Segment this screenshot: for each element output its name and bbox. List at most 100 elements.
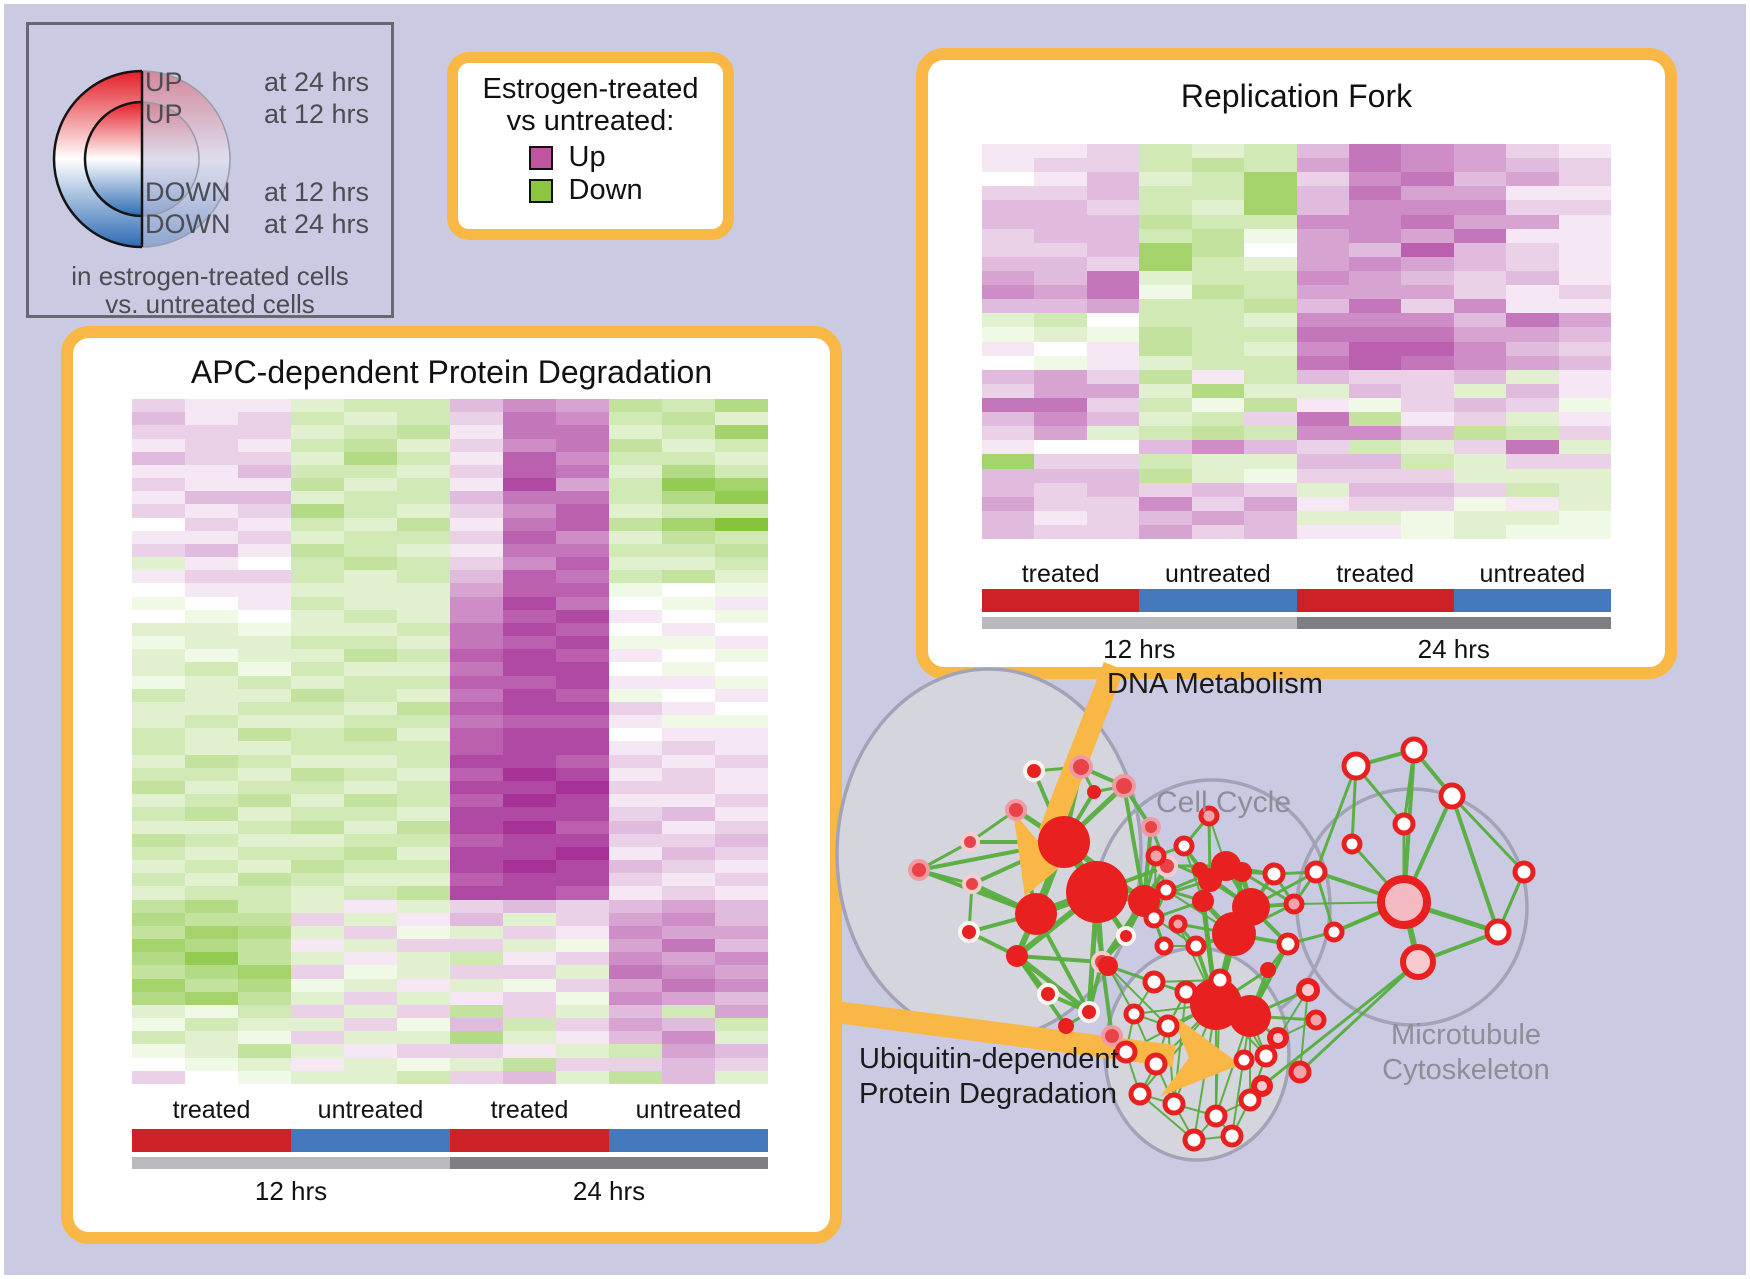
heatmap-cell (238, 451, 291, 465)
heatmap-cell (450, 491, 503, 505)
heatmap-cell (662, 504, 715, 518)
heatmap-cell (1139, 426, 1192, 441)
network-edge (1213, 933, 1237, 1005)
network-edge (1015, 954, 1068, 1028)
heatmap-cell (662, 873, 715, 887)
network-edge (1125, 1051, 1141, 1095)
heatmap-cell (397, 794, 450, 808)
network-edge (918, 840, 971, 872)
network-edge (1155, 1025, 1169, 1065)
heatmap-cell (132, 965, 185, 979)
heatmap-cell (662, 609, 715, 623)
heatmap-cell (344, 741, 397, 755)
heatmap-cell (503, 899, 556, 913)
network-edge (1182, 815, 1211, 847)
heatmap-cell (1558, 482, 1612, 497)
heatmap-cell (1191, 440, 1245, 455)
heatmap-cell (1244, 383, 1297, 398)
heatmap-cell (450, 741, 503, 755)
network-node (1276, 932, 1300, 956)
heatmap-cell (1401, 327, 1454, 342)
heatmap-cell (291, 767, 344, 781)
network-node (1145, 845, 1167, 867)
heatmap-cell (982, 158, 1035, 173)
heatmap-cell (238, 886, 291, 900)
network-edge (1241, 870, 1295, 906)
network-edge (1215, 1015, 1251, 1117)
heatmap-cell (1296, 468, 1349, 483)
heatmap-cell (344, 925, 397, 940)
network-edge (1450, 795, 1500, 933)
heatmap-cell (715, 794, 768, 808)
heatmap-cell (238, 1004, 291, 1019)
heatmap-cell (397, 807, 450, 821)
heatmap-cell (1296, 454, 1349, 469)
network-node (1283, 893, 1305, 915)
heatmap-cell (1086, 186, 1140, 201)
network-edge (1094, 891, 1105, 963)
heatmap-cell (1244, 186, 1297, 201)
network-edge (1015, 954, 1091, 1014)
heatmap-cell (1086, 454, 1140, 469)
heatmap-cell (982, 285, 1035, 300)
heatmap-cell (1401, 397, 1454, 413)
heatmap-cell (662, 478, 715, 492)
heatmap-cell (609, 649, 662, 663)
heatmap-cell (662, 438, 715, 452)
heatmap-cell (397, 1070, 450, 1084)
heatmap-cell (132, 649, 185, 663)
network-edge (1232, 871, 1244, 935)
heatmap-cell (1348, 270, 1402, 286)
network-edge (1233, 932, 1289, 946)
heatmap-cell (556, 451, 609, 465)
heatmap-cell (609, 741, 662, 755)
heatmap-cell (238, 478, 291, 492)
heatmap-cell (450, 399, 503, 413)
heatmap-cell (132, 939, 185, 953)
heatmap-row (132, 451, 768, 465)
heatmap-cell (238, 978, 291, 992)
heatmap-row (132, 912, 768, 926)
heatmap-cell (503, 991, 556, 1005)
heatmap-cell (1034, 270, 1087, 286)
heatmap-cell (291, 741, 344, 755)
network-edge (1248, 943, 1290, 1017)
network-node (1238, 1088, 1262, 1112)
heatmap-cell (1453, 228, 1507, 243)
network-node (1143, 907, 1165, 929)
heatmap-cell (1558, 496, 1612, 511)
legend-footer-line1: in estrogen-treated cells (71, 261, 349, 291)
network-edge (1014, 809, 1038, 915)
heatmap-cell (982, 186, 1035, 201)
heatmap-cell (1558, 313, 1612, 328)
heatmap-row (132, 728, 768, 742)
heatmap-cell (1506, 327, 1559, 342)
heatmap-row (132, 636, 768, 650)
heatmap-cell (132, 1070, 185, 1084)
heatmap-cell (715, 399, 768, 413)
heatmap-cell (662, 925, 715, 940)
heatmap-cell (1139, 158, 1192, 173)
heatmap-cell (1086, 510, 1140, 525)
heatmap-cell (1348, 299, 1402, 314)
heatmap-cell (132, 491, 185, 505)
heatmap-row (132, 504, 768, 518)
heatmap-cell (556, 912, 609, 926)
heatmap-cell (1191, 454, 1245, 469)
heatmap-cell (397, 728, 450, 742)
network-edge (1215, 979, 1221, 1005)
heatmap-cell (1558, 468, 1612, 483)
heatmap-cell (291, 425, 344, 439)
heatmap-cell (185, 543, 238, 558)
heatmap-cell (715, 780, 768, 795)
heatmap-cell (1506, 341, 1559, 356)
network-edge (1086, 891, 1100, 1013)
heatmap-cell (344, 846, 397, 861)
heatmap-cell (185, 1018, 238, 1032)
heatmap-cell (609, 675, 662, 689)
heatmap-cell (1401, 482, 1454, 497)
network-node (1015, 893, 1057, 935)
heatmap-cell (1296, 397, 1349, 413)
network-node (1192, 862, 1208, 878)
heatmap-cell (291, 978, 344, 992)
